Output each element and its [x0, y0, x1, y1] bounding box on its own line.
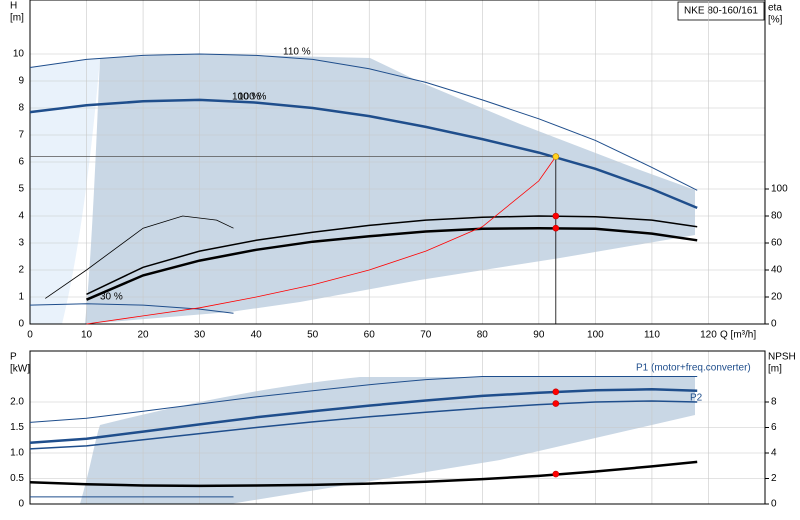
y-tick-label: 10	[13, 49, 25, 60]
y2-tick-label: 0	[771, 319, 777, 330]
curve-label: 100 %	[232, 92, 260, 103]
duty-point	[552, 470, 560, 478]
y-tick-label: 2.0	[10, 397, 24, 408]
y2-tick-label: 80	[771, 211, 783, 222]
y-tick-label: 0.5	[10, 473, 24, 484]
y-tick-label: 1.0	[10, 448, 24, 459]
y2-tick-label: 20	[771, 292, 783, 303]
y-tick-label: 1	[18, 292, 24, 303]
x-tick-label: 80	[477, 330, 489, 341]
curve-label: 110 %	[283, 47, 311, 58]
x-tick-label: 110	[644, 330, 660, 341]
y-axis-label: [m]	[10, 13, 24, 24]
x-tick-label: 100	[587, 330, 604, 341]
y-axis-label: H	[10, 1, 17, 12]
curve	[29, 303, 234, 314]
y2-tick-label: 4	[771, 448, 777, 459]
y2-axis-label: [m]	[768, 364, 782, 375]
y-tick-label: 6	[18, 157, 24, 168]
x-axis-label: Q [m³/h]	[720, 330, 756, 341]
y-tick-label: 1.5	[10, 422, 24, 433]
y2-tick-label: 60	[771, 238, 783, 249]
curve	[86, 215, 698, 295]
chart-title: NKE 80-160/161	[684, 6, 758, 17]
y-axis-label: [kW]	[10, 364, 30, 375]
duty-point	[552, 153, 560, 160]
y2-axis-label: [%]	[768, 15, 783, 26]
duty-point	[552, 400, 560, 407]
x-tick-label: 30	[194, 330, 206, 341]
x-tick-label: 50	[307, 330, 319, 341]
y2-tick-label: 100	[771, 184, 788, 195]
curve	[86, 226, 698, 301]
y-tick-label: 2	[18, 265, 24, 276]
curve-label: P1 (motor+freq.converter)	[636, 363, 751, 374]
y-tick-label: 4	[18, 211, 24, 222]
x-tick-label: 20	[138, 330, 150, 341]
title-box	[677, 1, 765, 21]
x-tick-label: 60	[364, 330, 376, 341]
y-tick-label: 5	[18, 184, 24, 195]
y-tick-label: 3	[18, 238, 24, 249]
duty-point	[552, 212, 560, 220]
curve-label: 30 %	[100, 292, 123, 303]
plot-frame	[29, 350, 766, 505]
curve	[29, 376, 698, 423]
x-tick-label: 90	[533, 330, 545, 341]
y2-axis-label: NPSH	[768, 352, 796, 363]
y2-tick-label: 8	[771, 397, 777, 408]
x-tick-label: 40	[251, 330, 263, 341]
y-tick-label: 0	[18, 319, 24, 330]
y-tick-label: 8	[18, 103, 24, 114]
curve	[86, 156, 557, 325]
x-tick-label: 70	[420, 330, 432, 341]
y-tick-label: 7	[18, 130, 24, 141]
duty-point	[552, 224, 560, 232]
x-tick-label: 120	[700, 330, 717, 341]
range-light	[30, 58, 100, 324]
curve	[29, 388, 698, 445]
curve-label: P2	[690, 393, 703, 404]
curve	[45, 215, 234, 299]
y-tick-label: 0	[18, 499, 24, 510]
curve-label: 100 %	[238, 92, 266, 103]
y2-tick-label: 40	[771, 265, 783, 276]
y2-axis-label: eta	[768, 3, 782, 14]
y2-tick-label: 2	[771, 473, 777, 484]
range-area-bottom	[80, 377, 695, 504]
y-axis-label: P	[10, 352, 17, 363]
y2-tick-label: 6	[771, 422, 777, 433]
curve	[29, 53, 698, 191]
curve	[29, 460, 698, 488]
y2-tick-label: 0	[771, 499, 777, 510]
x-tick-label: 10	[81, 330, 93, 341]
curve	[29, 98, 698, 210]
plot-frame	[29, 0, 766, 325]
curve	[29, 400, 698, 450]
x-tick-label: 0	[27, 330, 33, 341]
duty-point	[552, 388, 560, 396]
y-tick-label: 9	[18, 76, 24, 87]
